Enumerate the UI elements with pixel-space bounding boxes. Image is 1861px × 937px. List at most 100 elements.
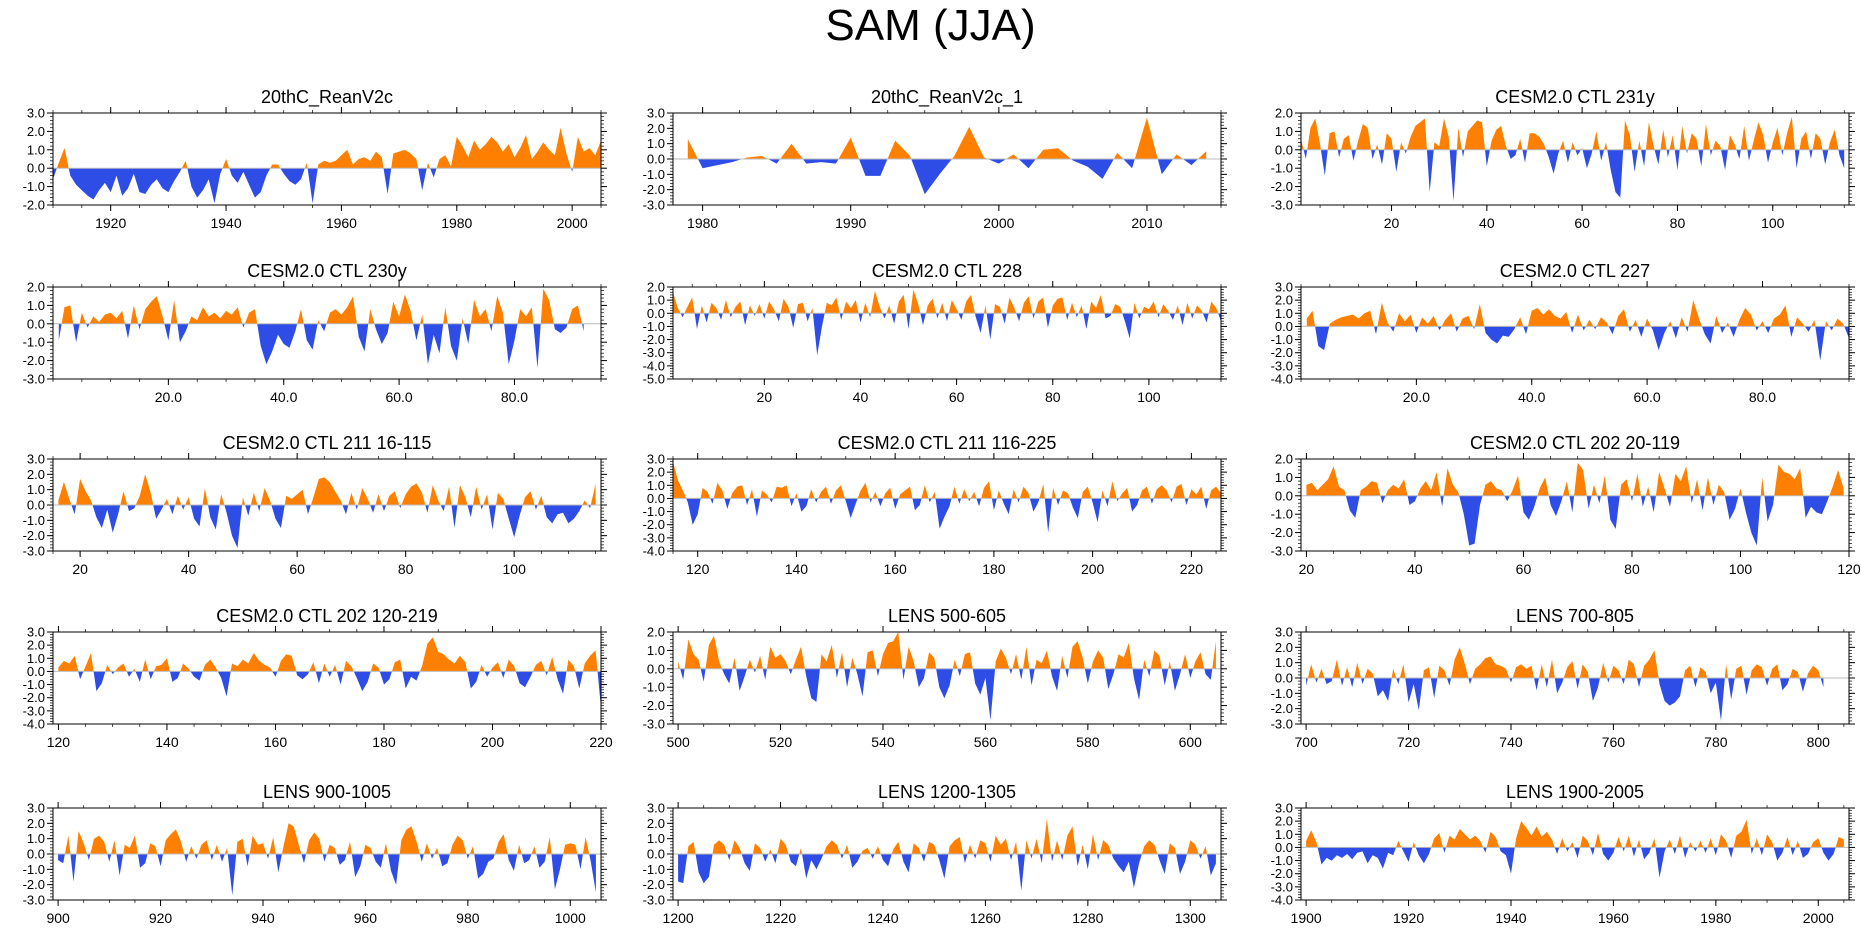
x-tick-label: 80: [1670, 215, 1686, 231]
positive-area: [1306, 647, 1824, 678]
y-tick-label: -3.0: [1271, 198, 1293, 213]
y-tick-label: 0.0: [1275, 840, 1293, 855]
positive-area: [1306, 300, 1849, 327]
x-tick-label: 100: [503, 561, 527, 577]
positive-area: [673, 461, 1221, 499]
negative-area: [1303, 149, 1845, 202]
x-tick-label: 20: [757, 389, 773, 405]
x-tick-label: 100: [1761, 215, 1785, 231]
x-tick-label: 2000: [1803, 910, 1834, 926]
x-tick-label: 200: [1081, 561, 1105, 577]
negative-area: [678, 854, 1216, 891]
panel-title: LENS 500-605: [888, 606, 1006, 626]
y-tick-label: -3.0: [1271, 879, 1293, 894]
y-tick-label: 1.0: [647, 478, 665, 493]
panel-10: CESM2.0 CTL 202 120-2193.02.01.00.0-1.0-…: [23, 606, 613, 750]
x-tick-label: 2010: [1131, 215, 1162, 231]
panel-title: CESM2.0 CTL 202 20-119: [1470, 433, 1680, 453]
y-tick-label: 1.0: [647, 293, 665, 308]
plot-frame: [1300, 112, 1850, 206]
y-tick-label: -2.0: [23, 528, 45, 543]
x-tick-label: 520: [769, 734, 793, 750]
y-tick-label: 2.0: [1275, 814, 1293, 829]
y-tick-label: -3.0: [1271, 358, 1293, 373]
y-tick-label: -4.0: [643, 544, 665, 559]
panel-3: CESM2.0 CTL 231y 2.0 1.0 0.0 -1.0 -2.0 -3.0 20 4…: [1271, 87, 1855, 231]
x-tick-label: 1920: [1393, 910, 1424, 926]
positive-area: [678, 818, 1216, 854]
y-tick-label: 3.0: [1275, 801, 1293, 816]
panel-title: CESM2.0 CTL 230y: [247, 261, 406, 281]
plot-frame: [52, 631, 602, 725]
y-tick-label: -4.0: [643, 358, 665, 373]
x-tick-label: 60.0: [385, 389, 412, 405]
y-tick-label: -1.0: [643, 504, 665, 519]
panel-title: LENS 1900-2005: [1506, 782, 1644, 802]
x-tick-label: 80: [1624, 561, 1640, 577]
x-tick-label: 40.0: [1518, 389, 1545, 405]
x-tick-label: 580: [1076, 734, 1100, 750]
y-tick-label: 1.0: [27, 651, 45, 666]
panel-title: 20thC_ReanV2c_1: [871, 87, 1023, 108]
x-tick-label: 920: [149, 910, 173, 926]
y-tick-label: -3.0: [23, 372, 45, 387]
x-tick-label: 180: [372, 734, 396, 750]
positive-area: [58, 637, 601, 672]
y-tick-label: 0.0: [27, 498, 45, 513]
x-tick-label: 200: [481, 734, 505, 750]
x-tick-label: 1960: [326, 215, 357, 231]
y-tick-label: 3.0: [27, 452, 45, 467]
y-tick-label: 0.0: [647, 661, 665, 676]
x-tick-label: 1940: [210, 215, 241, 231]
x-tick-label: 60.0: [1633, 389, 1660, 405]
x-tick-label: 540: [871, 734, 895, 750]
y-tick-label: -2.0: [1271, 525, 1293, 540]
y-tick-label: 0.0: [27, 664, 45, 679]
y-tick-label: -3.0: [23, 893, 45, 908]
y-tick-label: 3.0: [27, 625, 45, 640]
x-tick-label: 2000: [557, 215, 588, 231]
y-tick-label: -2.0: [643, 332, 665, 347]
x-tick-label: 60: [949, 389, 965, 405]
y-tick-label: 3.0: [647, 801, 665, 816]
y-tick-label: 1.0: [1275, 655, 1293, 670]
y-tick-label: -5.0: [643, 372, 665, 387]
y-tick-label: 1.0: [1275, 827, 1293, 842]
y-tick-label: -2.0: [23, 690, 45, 705]
plot-frame: [672, 286, 1222, 380]
y-tick-label: 0.0: [1275, 488, 1293, 503]
x-tick-label: 500: [666, 734, 690, 750]
negative-area: [673, 313, 1221, 356]
positive-area: [678, 632, 1216, 669]
x-tick-label: 560: [974, 734, 998, 750]
y-tick-label: 0.0: [647, 152, 665, 167]
y-tick-label: -1.0: [23, 179, 45, 194]
y-tick-label: 1.0: [27, 482, 45, 497]
positive-area: [61, 288, 583, 324]
y-tick-label: 2.0: [27, 638, 45, 653]
panel-title: CESM2.0 CTL 228: [872, 261, 1022, 281]
x-tick-label: 60: [1516, 561, 1532, 577]
y-tick-label: -2.0: [1271, 179, 1293, 194]
panel-9: CESM2.0 CTL 202 20-119 2.0 1.0 0.0 -1.0 -2.0 -…: [1271, 433, 1861, 577]
panel-title: LENS 700-805: [1516, 606, 1634, 626]
y-tick-label: -2.0: [23, 353, 45, 368]
x-tick-label: 180: [982, 561, 1006, 577]
x-tick-label: 940: [251, 910, 275, 926]
y-tick-label: 1.0: [647, 831, 665, 846]
negative-area: [1306, 495, 1844, 546]
panel-2: 20thC_ReanV2c_1 3.02.01.00.0-1.0-2.0-3.0 1…: [643, 87, 1227, 231]
x-tick-label: 760: [1602, 734, 1626, 750]
negative-area: [678, 668, 1216, 721]
y-tick-label: 1.0: [647, 136, 665, 151]
y-tick-label: 0.0: [1275, 142, 1293, 157]
y-tick-label: -2.0: [1271, 701, 1293, 716]
y-tick-label: 2.0: [1275, 640, 1293, 655]
x-tick-label: 1960: [1598, 910, 1629, 926]
negative-area: [58, 854, 596, 896]
x-tick-label: 800: [1807, 734, 1831, 750]
x-tick-label: 220: [589, 734, 613, 750]
y-tick-label: -2.0: [643, 877, 665, 892]
